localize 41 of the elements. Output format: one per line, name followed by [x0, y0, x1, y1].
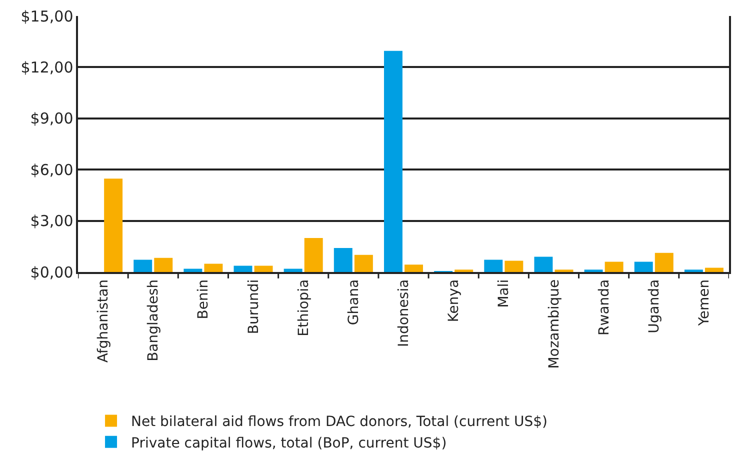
- bar: [484, 260, 503, 272]
- x-tick-label: Mozambique: [546, 279, 562, 369]
- bar: [304, 238, 323, 272]
- bar: [634, 262, 653, 272]
- bar: [184, 268, 202, 272]
- bar: [354, 254, 373, 272]
- bar: [404, 264, 423, 272]
- bar: [384, 50, 402, 272]
- x-tick-label: Indonesia: [396, 279, 412, 348]
- bar: [104, 178, 123, 272]
- bar: [504, 260, 524, 272]
- x-tick-label: Benin: [196, 279, 212, 320]
- bar: [534, 256, 553, 272]
- bar: [284, 268, 302, 272]
- x-tick-label: Ghana: [346, 279, 362, 326]
- bar: [134, 260, 152, 272]
- y-tick-label: $12,00: [20, 58, 74, 76]
- bar: [234, 266, 252, 272]
- y-tick-label: $6,00: [30, 160, 74, 179]
- legend-label: Net bilateral aid flows from DAC donors, Total (current US$): [131, 414, 548, 430]
- bar: [604, 262, 624, 272]
- x-tick-label: Ethiopia: [296, 279, 312, 336]
- x-tick-label: Yemen: [696, 279, 713, 327]
- y-tick-label: $0,00: [30, 263, 74, 282]
- x-tick-label: Mali: [496, 279, 512, 308]
- bar: [254, 266, 273, 272]
- y-tick-label: $3,00: [30, 212, 74, 230]
- y-tick-label: $15,00: [20, 7, 74, 26]
- bar: [704, 268, 724, 272]
- x-tick-label: Rwanda: [596, 279, 612, 336]
- y-tick-label: $9,00: [30, 110, 74, 128]
- x-tick-label: Burundi: [246, 279, 262, 334]
- bar: [204, 264, 223, 272]
- x-tick-label: Afghanistan: [96, 279, 112, 363]
- bar: [154, 258, 173, 272]
- x-tick-label: Kenya: [446, 279, 462, 322]
- legend-label: Private capital flows, total (BoP, current US$): [131, 435, 447, 452]
- x-tick-label: Uganda: [646, 279, 662, 334]
- bar: [654, 252, 674, 272]
- x-tick-label: Bangladesh: [146, 279, 162, 362]
- bar: [334, 248, 352, 272]
